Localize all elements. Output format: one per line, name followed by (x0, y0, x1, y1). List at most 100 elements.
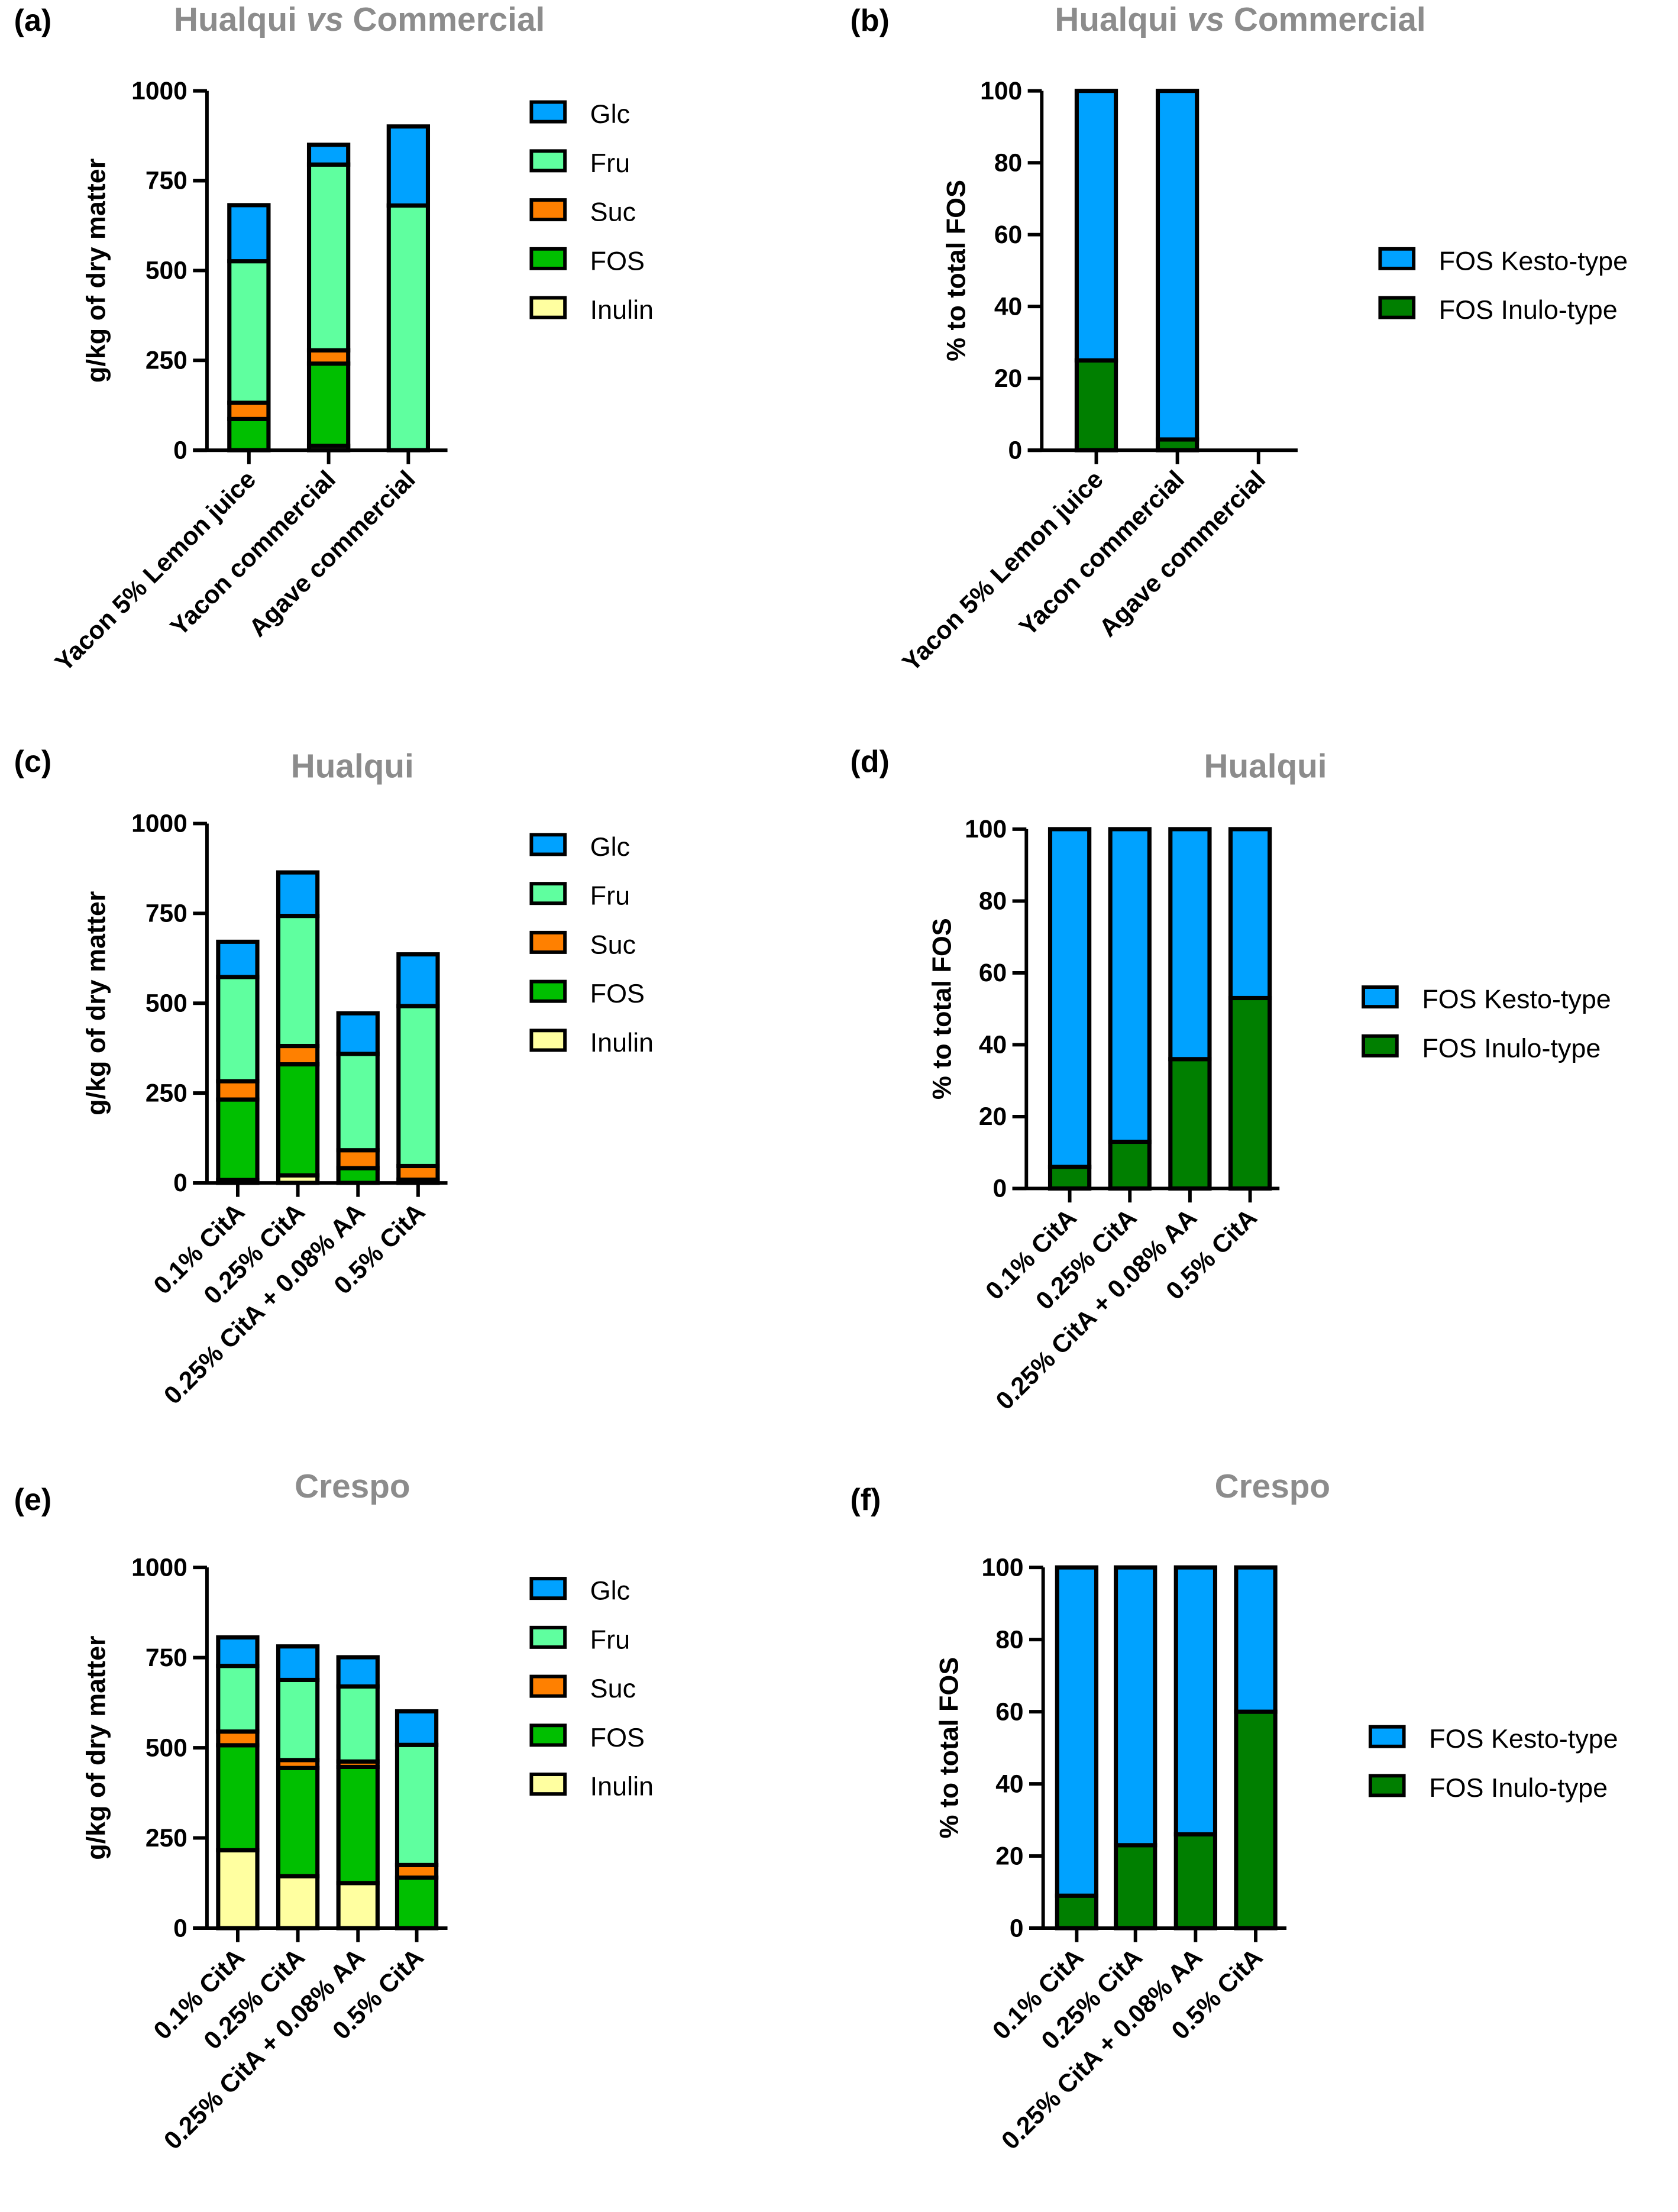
bar-segment-fos-kesto-type (1168, 827, 1212, 1062)
bar-segment-fru (386, 203, 431, 452)
bar-segment-fos-kesto-type (1234, 1565, 1278, 1714)
legend-label: Fru (590, 1624, 630, 1654)
title-part: Hualqui (1204, 748, 1327, 785)
bar-segment-fos-kesto-type (1108, 827, 1152, 1144)
bar-segment-fos (216, 1743, 260, 1852)
y-tick-label: 40 (994, 292, 1022, 321)
legend-swatch (1362, 1034, 1399, 1058)
y-tick-label: 80 (994, 148, 1022, 177)
bar-segment-fos-inulo-type (1228, 995, 1272, 1191)
y-tick-label: 100 (965, 815, 1007, 843)
bar-segment-fos (227, 416, 271, 452)
bar-segment-fos-inulo-type (1173, 1832, 1217, 1930)
y-axis-label: g/kg of dry matter (80, 1635, 111, 1859)
bar-segment-inulin (276, 1874, 320, 1930)
bar-segment-glc (227, 203, 271, 264)
bar-segment-fru (216, 1664, 260, 1734)
bar-segment-inulin (216, 1848, 260, 1930)
y-tick-label: 20 (995, 1842, 1023, 1870)
panel-label: (c) (14, 745, 52, 779)
y-tick-label: 40 (979, 1031, 1007, 1059)
bar-segment-fos-inulo-type (1074, 358, 1118, 452)
y-tick-label: 100 (982, 1553, 1024, 1582)
legend-swatch (1362, 985, 1399, 1009)
bar-segment-suc (276, 1043, 320, 1067)
bar-segment-glc (336, 1011, 380, 1056)
bar-segment-fos (276, 1062, 320, 1178)
y-tick-label: 750 (146, 900, 187, 928)
bar-segment-fru (227, 259, 271, 405)
bar-segment-glc (386, 124, 431, 208)
legend-swatch (529, 1577, 567, 1600)
legend-swatch (1378, 247, 1416, 270)
legend-label: Suc (590, 197, 636, 227)
legend-label: FOS (590, 1722, 645, 1752)
bar-segment-glc (395, 1709, 439, 1747)
bar-segment-fos-inulo-type (1168, 1057, 1212, 1191)
legend-swatch (529, 296, 567, 319)
y-tick-label: 20 (979, 1102, 1007, 1131)
panel-label: (d) (850, 745, 889, 779)
legend-swatch (1368, 1774, 1406, 1797)
y-axis-label: % to total FOS (940, 180, 971, 361)
legend-swatch (529, 149, 567, 173)
y-tick-label: 0 (1010, 1914, 1024, 1942)
panel-label: (a) (14, 4, 52, 38)
bar-segment-fos (336, 1764, 380, 1886)
bar-segment-suc (216, 1079, 260, 1102)
bar-segment-fru (276, 1677, 320, 1763)
legend-label: FOS Kesto-type (1429, 1723, 1618, 1754)
y-tick-label: 100 (980, 77, 1022, 105)
bar-segment-fos-inulo-type (1047, 1165, 1092, 1191)
y-tick-label: 1000 (131, 1553, 187, 1582)
bar-segment-fos-inulo-type (1108, 1139, 1152, 1191)
legend-label: Inulin (590, 295, 654, 325)
chart-panel-f: (f) Crespo% to total FOS0204060801000.1% … (850, 1468, 1618, 2155)
bar-segment-fru (396, 1004, 440, 1169)
bar-segment-fos (216, 1097, 260, 1182)
legend-swatch (529, 1674, 567, 1698)
chart-panel-c: (c) Hualqui g/kg of dry matter 0 250 500 750 10… (14, 745, 654, 1410)
y-tick-label: 500 (146, 989, 187, 1017)
legend-label: FOS Kesto-type (1439, 245, 1628, 276)
legend-swatch (529, 247, 567, 270)
bar-segment-fos (276, 1765, 320, 1878)
bar-segment-fru (306, 162, 351, 353)
bar-segment-glc (216, 1635, 260, 1668)
panel-label: (e) (14, 1483, 52, 1517)
legend-label: FOS (590, 978, 645, 1008)
y-tick-label: 750 (146, 1644, 187, 1672)
y-axis-label: % to total FOS (927, 918, 957, 1099)
legend-swatch (529, 1723, 567, 1747)
y-axis-label: % to total FOS (933, 1657, 964, 1839)
legend-label: Suc (590, 1673, 636, 1703)
legend-swatch (529, 1625, 567, 1649)
bar-segment-fos-inulo-type (1055, 1893, 1099, 1930)
bar-segment-fos-kesto-type (1173, 1565, 1217, 1837)
bar-segment-glc (306, 143, 351, 167)
y-tick-label: 250 (146, 1824, 187, 1852)
bar-segment-fos-kesto-type (1228, 827, 1272, 1001)
legend-swatch (529, 1773, 567, 1796)
y-tick-label: 60 (995, 1697, 1023, 1726)
legend-label: FOS Inulo-type (1429, 1773, 1608, 1803)
y-tick-label: 60 (979, 959, 1007, 987)
chart-title: Hualqui vs Commercial (174, 1, 545, 38)
title-part: Hualqui (174, 1, 306, 38)
y-tick-label: 500 (146, 257, 187, 285)
panel-label: (f) (850, 1483, 881, 1517)
bar-segment-suc (336, 1148, 380, 1170)
y-tick-label: 0 (1008, 436, 1023, 464)
legend-swatch (1378, 296, 1416, 319)
y-tick-label: 80 (995, 1625, 1023, 1654)
bar-segment-fru (395, 1742, 439, 1867)
legend-label: Suc (590, 929, 636, 959)
legend-swatch (529, 100, 567, 124)
chart-panel-d: (d) Hualqui% to total FOS0204060801000.1%… (850, 745, 1611, 1415)
bar-segment-glc (276, 870, 320, 919)
legend-swatch (529, 930, 567, 954)
bar-segment-fru (276, 914, 320, 1049)
y-axis-label: g/kg of dry matter (80, 159, 111, 383)
legend-swatch (529, 1029, 567, 1052)
legend-label: FOS (590, 245, 645, 276)
